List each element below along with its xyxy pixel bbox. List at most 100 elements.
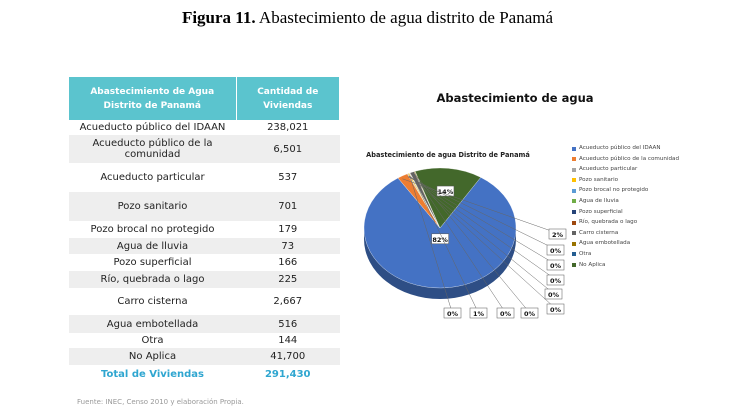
leader-line [407,176,556,250]
dwelling-count-cell: 179 [278,224,298,235]
figure-caption: Figura 11. Abastecimiento de agua distri… [0,8,735,28]
table-row: Pozo sanitario 701 [69,192,340,221]
supply-type-cell: No Aplica [69,348,236,365]
data-label-box [546,274,565,286]
pie-chart-title: Abastecimiento de agua Distrito de Panam… [366,151,530,159]
supply-type-cell: Agua embotellada [69,315,236,333]
legend-item: No Aplica [572,262,734,269]
dwelling-count-cell: 225 [236,271,340,288]
legend-item: Carro cisterna [572,230,734,237]
legend-label: Acueducto público de la comunidad [579,155,680,162]
data-label: 0% [447,310,459,318]
legend-label: No Aplica [579,261,606,268]
legend-item: Otra [572,251,734,258]
header-supply-type: Abastecimiento de Agua Distrito de Panam… [69,77,237,120]
table-row: Acueducto público de la comunidad 6,501 [69,135,340,163]
dwelling-count-cell: 701 [236,192,340,221]
data-label-box [469,307,488,319]
chart-heading: Abastecimiento de agua [436,91,594,105]
legend-item: Pozo superficial [572,209,734,216]
table-row: Acueducto particular 537 [69,163,340,192]
supply-type-cell: Acueducto público de la comunidad [69,135,236,163]
legend-swatch [572,199,576,204]
data-label: 14% [438,188,454,196]
legend-label: Pozo superficial [579,208,623,215]
table-row: Río, quebrada o lago 225 [69,271,340,288]
legend-item: Acueducto particular [572,166,734,173]
leader-line [409,175,453,313]
supply-type-cell: Agua de lluvia [69,238,236,254]
legend-label: Pozo brocal no protegido [579,187,649,194]
pie-legend: Acueducto público del IDAAN Acueducto púb… [572,145,734,272]
legend-label: Agua de lluvia [579,197,619,204]
data-label: 0% [550,247,562,255]
figure-title: Abastecimiento de agua distrito de Panam… [255,8,554,27]
leader-line [414,174,506,313]
dwelling-count-cell: 41,700 [236,348,340,365]
legend-item: Agua embotellada [572,240,734,247]
data-label: 0% [524,310,536,318]
legend-item: Agua de lluvia [572,198,734,205]
supply-type-cell: Otra [141,335,164,346]
pie-slice [414,167,481,229]
legend-label: Pozo sanitario [579,176,619,183]
legend-swatch [572,210,576,215]
legend-swatch [572,220,576,225]
total-label: Total de Viviendas [101,368,204,380]
legend-swatch [572,157,576,162]
legend-swatch [572,252,576,257]
data-label: 0% [550,306,562,314]
table-row: Carro cisterna 2,667 [69,288,340,315]
supply-type-cell: Río, quebrada o lago [69,271,236,288]
data-label-box [548,228,567,240]
data-label-box [496,307,515,319]
legend-swatch [572,263,576,268]
dwelling-count-cell: 2,667 [273,296,303,307]
dwelling-count-cell: 537 [278,172,298,183]
leader-line [409,175,556,280]
data-label: 0% [550,262,562,270]
dwelling-count-cell: 238,021 [267,122,309,133]
supply-type-cell: Acueducto público del IDAAN [79,122,226,133]
legend-label: Agua embotellada [579,240,631,247]
leader-line [409,175,556,309]
data-label: 0% [550,277,562,285]
leader-line [408,176,556,265]
legend-label: Acueducto público del IDAAN [579,145,661,151]
data-label: 0% [500,310,512,318]
table-row: Agua de lluvia 73 [69,238,340,254]
supply-type-cell: Pozo sanitario [69,192,236,221]
data-label: 82% [432,236,448,244]
legend-swatch [572,241,576,246]
leader-line [402,178,558,234]
data-label-box [546,244,565,256]
table-header-row: Abastecimiento de Agua Distrito de Panam… [69,77,340,120]
source-note: Fuente: INEC, Censo 2010 y elaboración P… [77,398,244,406]
pie-chart: Abastecimiento de agua Distrito de Panam… [363,151,567,319]
supply-type-cell: Pozo brocal no protegido [90,224,215,235]
leader-line [414,174,530,313]
data-label: 0% [548,291,560,299]
legend-swatch [572,167,576,172]
figure-number: Figura 11. [181,8,256,27]
table-row: Pozo superficial 166 [69,254,340,271]
data-label-box [546,303,565,315]
data-label-box [544,288,563,300]
supply-type-cell: Acueducto particular [100,172,205,183]
legend-item: Acueducto público de la comunidad [572,156,734,163]
legend-item: Acueducto público del IDAAN [572,145,734,152]
total-row: Total de Viviendas 291,430 [69,365,340,383]
dwelling-count-cell: 144 [278,335,298,346]
legend-label: Río, quebrada o lago [579,219,638,226]
dwelling-count-cell: 516 [236,315,340,333]
legend-swatch [572,178,576,183]
table-row: No Aplica 41,700 [69,348,340,365]
water-supply-table: Abastecimiento de Agua Distrito de Panam… [69,77,340,383]
data-label: 1% [473,310,485,318]
table-row: Agua embotellada 516 [69,315,340,333]
legend-swatch [572,188,576,193]
legend-label: Otra [579,250,592,257]
supply-type-cell: Pozo superficial [113,257,192,268]
dwelling-count-cell: 6,501 [236,135,340,163]
data-label-box [443,307,462,319]
